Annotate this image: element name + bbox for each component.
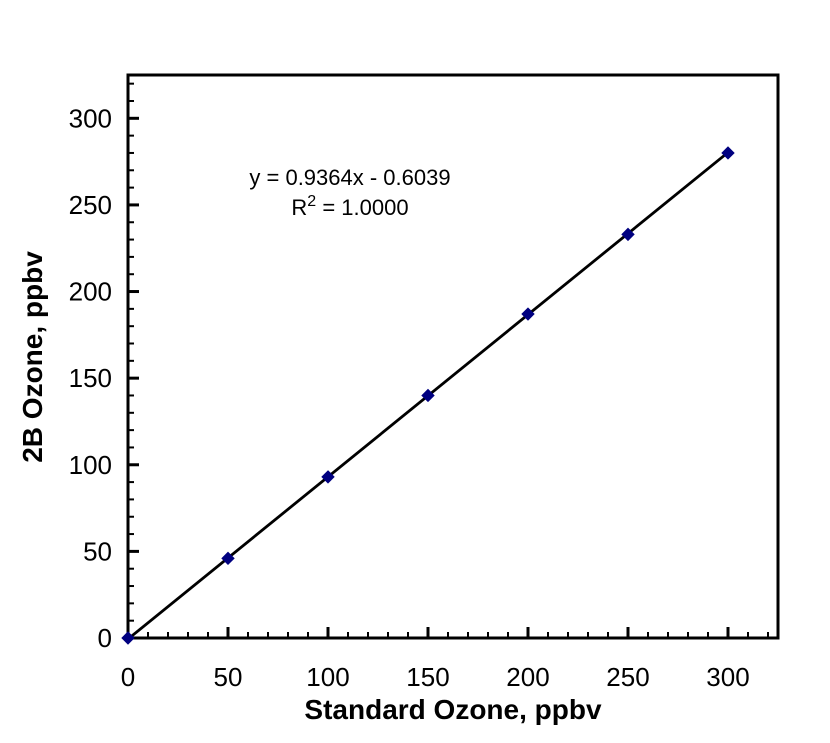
data-point-marker <box>721 146 735 160</box>
x-axis-tick-label: 250 <box>606 662 649 692</box>
axis-tick-labels: 0 50 100 150 200 250 300 0 50 100 150 200 250 300 <box>69 103 750 692</box>
y-axis-tick-label: 300 <box>69 103 112 133</box>
data-point-marker <box>521 307 535 321</box>
r-squared-base: R <box>291 195 307 220</box>
r-squared-label: R2 = 1.0000 <box>291 193 408 220</box>
data-point-markers <box>121 146 735 645</box>
x-axis-tick-label: 50 <box>214 662 243 692</box>
y-axis-title: 2B Ozone, ppbv <box>17 251 48 463</box>
x-axis-tick-label: 0 <box>121 662 135 692</box>
data-point-marker <box>121 631 135 645</box>
y-axis-tick-label: 250 <box>69 190 112 220</box>
y-axis-tick-label: 50 <box>83 536 112 566</box>
x-axis-tick-label: 100 <box>306 662 349 692</box>
x-axis-title: Standard Ozone, ppbv <box>304 694 602 725</box>
x-axis-tick-label: 150 <box>406 662 449 692</box>
data-point-marker <box>421 388 435 403</box>
data-point-marker <box>221 551 235 566</box>
x-axis-tick-label: 300 <box>706 662 749 692</box>
y-axis-tick-label: 100 <box>69 450 112 480</box>
data-point-marker <box>321 470 335 484</box>
data-point-marker <box>621 227 635 242</box>
y-axis-tick-label: 0 <box>98 623 112 653</box>
axis-major-ticks <box>126 116 730 640</box>
r-squared-value: = 1.0000 <box>316 195 408 220</box>
trendline-equation-label: y = 0.9364x - 0.6039 <box>249 165 450 190</box>
x-axis-tick-label: 200 <box>506 662 549 692</box>
r-squared-superscript: 2 <box>307 193 316 210</box>
y-axis-tick-label: 200 <box>69 277 112 307</box>
plot-border <box>126 73 780 640</box>
y-axis-tick-label: 150 <box>69 363 112 393</box>
